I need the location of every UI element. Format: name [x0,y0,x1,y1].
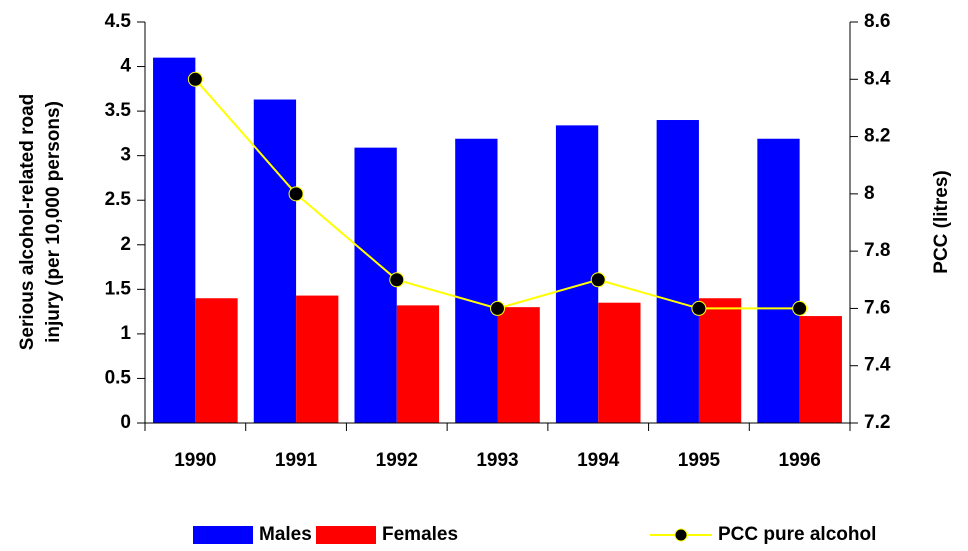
line-marker [590,272,606,288]
bar [396,305,440,423]
legend-label: PCC pure alcohol [718,524,876,545]
y2-tick-label: 8 [864,183,875,204]
bar [757,138,800,424]
y-axis-label: injury (per 10,000 persons) [43,101,64,343]
bar [598,302,641,423]
x-tick-label: 1996 [779,450,821,471]
legend-label: Females [382,524,458,545]
bar [497,307,540,423]
y-tick-label: 2 [120,234,131,255]
x-tick-label: 1995 [678,450,721,471]
y2-tick-label: 7.6 [864,297,890,318]
legend-swatch [193,526,253,544]
x-tick-label: 1993 [476,450,518,471]
bar [153,57,196,424]
y-tick-label: 1 [120,323,131,344]
y2-tick-label: 8.6 [864,11,890,32]
line-marker [792,300,808,316]
line-marker [288,186,304,202]
legend-swatch [316,526,376,544]
y2-axis-label: PCC (litres) [931,170,952,273]
line-marker [187,71,203,87]
y-axis-label: Serious alcohol-related road [17,94,38,351]
y-tick-label: 4 [120,56,131,77]
line-marker [490,300,505,316]
legend-marker [674,528,688,542]
y2-tick-label: 7.2 [864,412,890,433]
x-tick-label: 1991 [275,450,318,471]
bar [799,316,842,423]
bar [253,99,297,423]
y-tick-label: 3.5 [105,100,132,121]
y-tick-label: 4.5 [105,11,132,32]
bar [555,125,599,423]
y-tick-label: 0 [120,412,131,433]
y-tick-label: 2.5 [105,189,132,210]
bar [354,147,397,423]
x-tick-label: 1994 [577,450,620,471]
y-tick-label: 3 [120,145,131,166]
x-tick-label: 1992 [376,450,418,471]
bar [455,138,498,424]
line-marker [691,300,707,316]
bar [195,298,238,423]
line-marker [389,272,405,288]
y2-tick-label: 8.2 [864,126,890,147]
y2-tick-label: 8.4 [864,68,891,89]
x-tick-label: 1990 [174,450,216,471]
y2-tick-label: 7.4 [864,355,891,376]
bar [698,298,742,423]
y-tick-label: 0.5 [105,367,132,388]
bar [656,120,699,424]
legend-label: Males [259,524,312,545]
y2-tick-label: 7.8 [864,240,890,261]
y-tick-label: 1.5 [105,278,132,299]
bar [296,295,339,423]
